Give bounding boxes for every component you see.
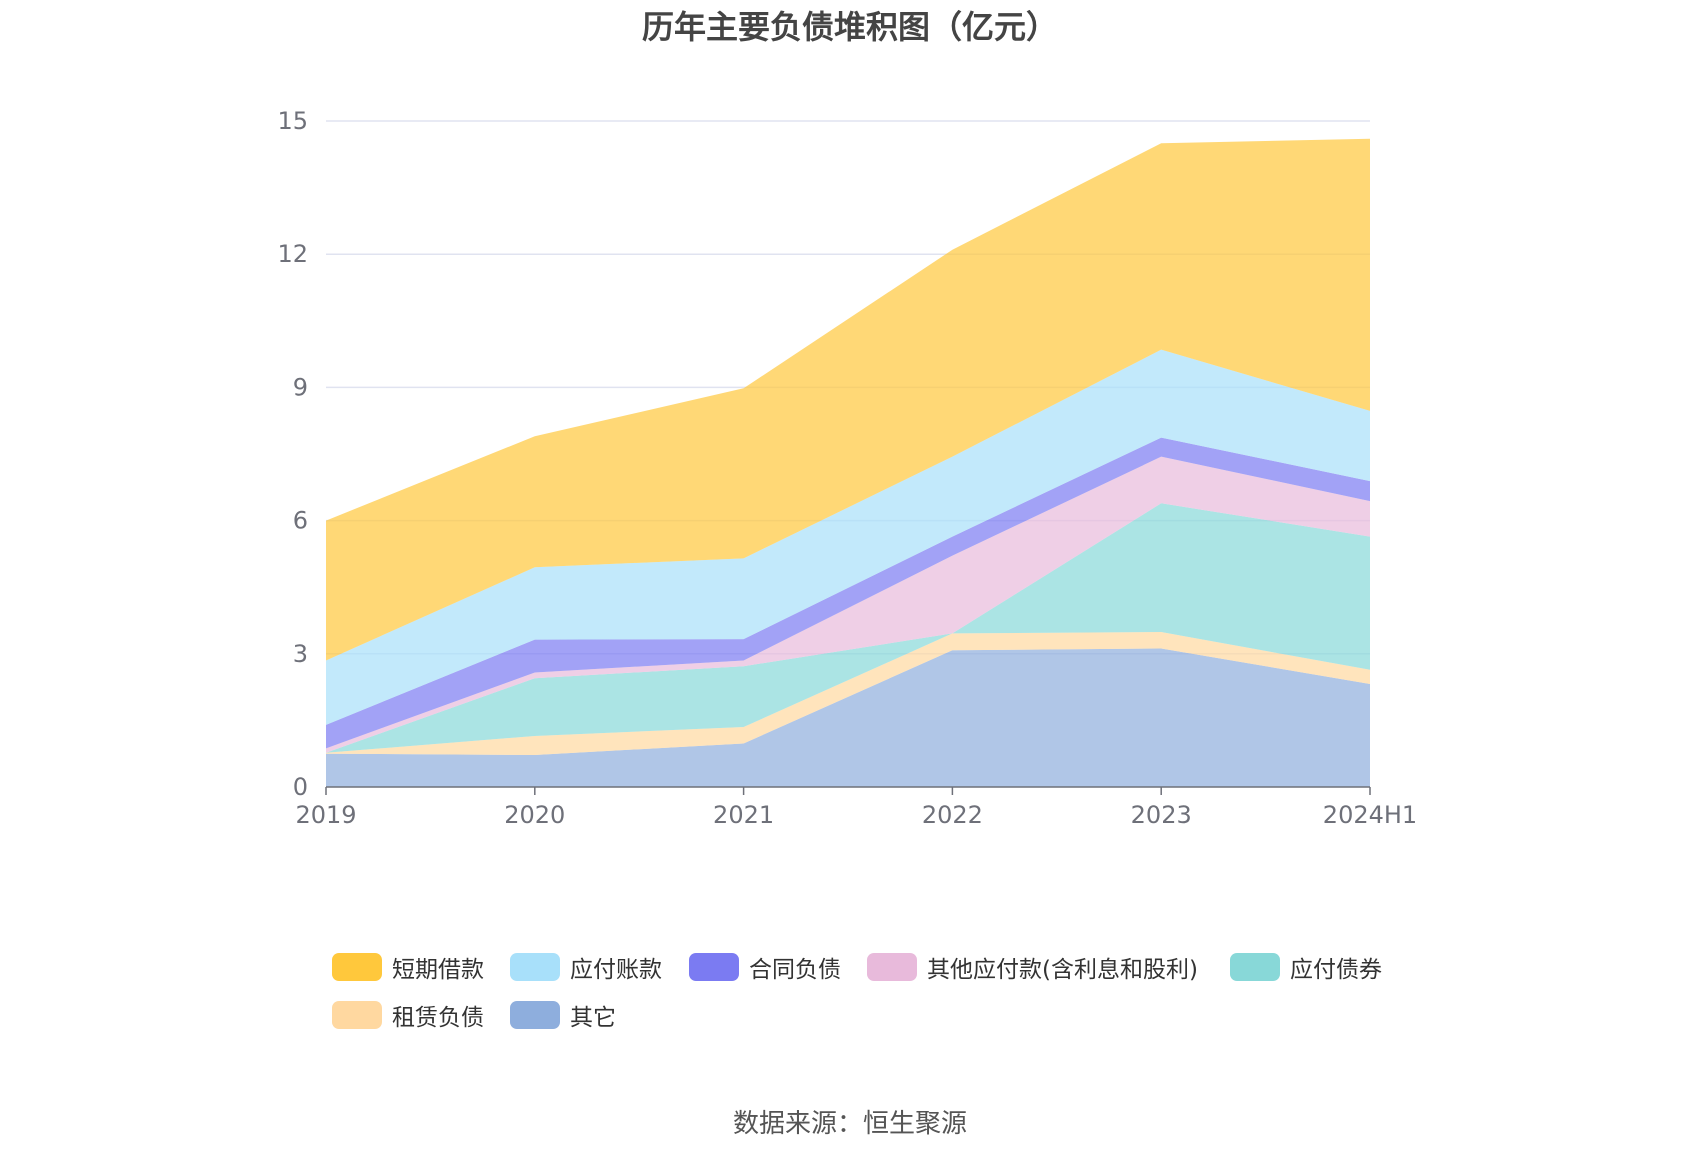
y-tick-label-2: 6 bbox=[293, 507, 308, 535]
legend-item-0[interactable]: 短期借款 bbox=[332, 950, 484, 984]
area-series-0 bbox=[326, 648, 1370, 787]
legend-item-2[interactable]: 合同负债 bbox=[689, 950, 841, 984]
y-tick-label-5: 15 bbox=[277, 107, 308, 135]
area-series bbox=[326, 138, 1370, 787]
area-series-6 bbox=[326, 138, 1370, 661]
y-tick-label-0: 0 bbox=[293, 773, 308, 801]
area-series-3 bbox=[326, 456, 1370, 753]
x-tick-label-4: 2023 bbox=[1131, 801, 1192, 829]
legend-swatch bbox=[1230, 953, 1280, 981]
legend-label: 应付账款 bbox=[570, 957, 662, 983]
area-series-2 bbox=[326, 503, 1370, 753]
legend-label: 应付债券 bbox=[1290, 957, 1382, 983]
legend-item-6[interactable]: 其它 bbox=[510, 998, 616, 1032]
legend-item-3[interactable]: 其他应付款(含利息和股利) bbox=[867, 950, 1198, 984]
legend-swatch bbox=[510, 953, 560, 981]
x-tick-label-1: 2020 bbox=[504, 801, 565, 829]
legend-swatch bbox=[689, 953, 739, 981]
area-series-4 bbox=[326, 437, 1370, 749]
x-tick-label-2: 2021 bbox=[713, 801, 774, 829]
legend-item-4[interactable]: 应付债券 bbox=[1230, 950, 1382, 984]
x-tick-label-5: 2024H1 bbox=[1323, 801, 1417, 829]
legend-item-1[interactable]: 应付账款 bbox=[510, 950, 662, 984]
y-tick-label-4: 12 bbox=[277, 240, 308, 268]
legend-swatch bbox=[332, 1001, 382, 1029]
legend-swatch bbox=[510, 1001, 560, 1029]
legend-label: 其他应付款(含利息和股利) bbox=[927, 957, 1198, 983]
legend-label: 合同负债 bbox=[749, 957, 841, 983]
legend-label: 租赁负债 bbox=[392, 1005, 484, 1031]
y-tick-label-3: 9 bbox=[293, 373, 308, 401]
x-tick-label-3: 2022 bbox=[922, 801, 983, 829]
area-series-1 bbox=[326, 632, 1370, 756]
legend-swatch bbox=[867, 953, 917, 981]
legend-label: 短期借款 bbox=[392, 957, 484, 983]
source-note: 数据来源：恒生聚源 bbox=[732, 1109, 967, 1139]
legend-label: 其它 bbox=[570, 1005, 616, 1031]
chart-title: 历年主要负债堆积图（亿元） bbox=[641, 8, 1058, 46]
area-series-5 bbox=[326, 349, 1370, 725]
axes: 0 3 6 9 12 15 2019 2020 2021 2022 2023 2024H1 bbox=[277, 107, 1417, 829]
x-tick-label-0: 2019 bbox=[295, 801, 356, 829]
legend-swatch bbox=[332, 953, 382, 981]
legend-item-5[interactable]: 租赁负债 bbox=[332, 998, 484, 1032]
y-tick-label-1: 3 bbox=[293, 640, 308, 668]
